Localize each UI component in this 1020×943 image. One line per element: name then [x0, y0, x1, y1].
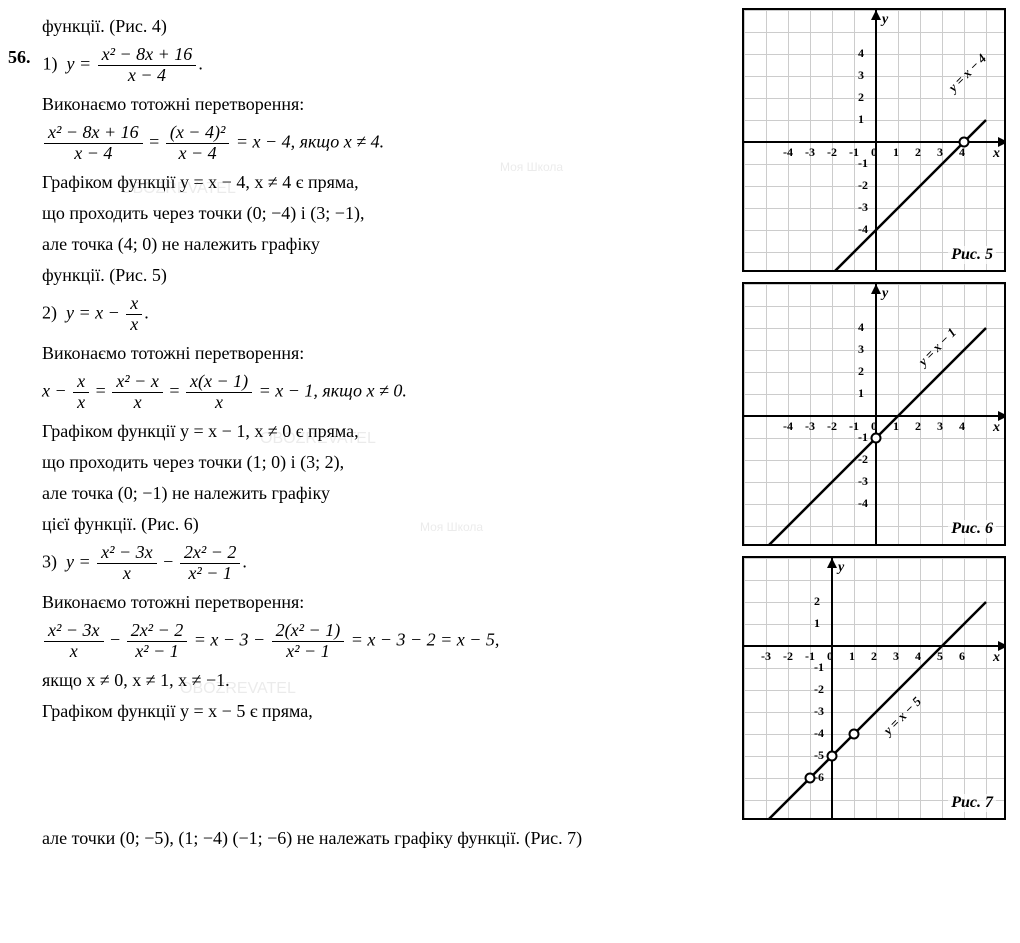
eq-lhs: y = x −: [66, 303, 120, 323]
eq-denominator: x − 4: [98, 66, 197, 86]
frac-den: x² − 1: [127, 642, 188, 662]
desc-line: Графіком функції y = x − 4, x ≠ 4 є прям…: [8, 170, 728, 195]
desc-line: Графіком функції y = x − 1, x ≠ 0 є прям…: [8, 419, 728, 444]
frac-num: 2(x² − 1): [272, 621, 345, 642]
frac-num: x² − 3x: [97, 543, 157, 564]
problem-number: 56.: [8, 45, 38, 70]
figure-5: yx-4-3-2-101234-4-3-2-11234y = x − 4Рис.…: [742, 8, 1006, 272]
frac-num: 2x² − 2: [127, 621, 188, 642]
frac-num: x² − 3x: [44, 621, 104, 642]
frac-den: x: [126, 315, 142, 335]
desc-line: але точка (4; 0) не належить графіку: [8, 232, 728, 257]
frac-den: x − 4: [44, 144, 143, 164]
frac-den: x: [44, 642, 104, 662]
text-column: функції. (Рис. 4) 56. 1) y = x² − 8x + 1…: [8, 8, 732, 820]
frac-den: x² − 1: [180, 564, 241, 584]
frac-den: x: [73, 393, 89, 413]
frac-den: x: [97, 564, 157, 584]
frac-num: x: [126, 294, 142, 315]
eq-end: .: [198, 54, 203, 74]
figure-6: yx-4-3-2-101234-4-3-2-11234y = x − 1Рис.…: [742, 282, 1006, 546]
frac-den: x: [186, 393, 252, 413]
transform-intro: Виконаємо тотожні перетворення:: [8, 590, 728, 615]
eq-lhs: y =: [67, 54, 92, 74]
desc-line-footer: але точки (0; −5), (1; −4) (−1; −6) не н…: [8, 826, 1012, 851]
cond-line: якщо x ≠ 0, x ≠ 1, x ≠ −1.: [8, 668, 728, 693]
transform-steps-2: x − xx = x² − xx = x(x − 1)x = x − 1, як…: [8, 372, 728, 413]
desc-line: що проходить через точки (0; −4) і (3; −…: [8, 201, 728, 226]
transform-intro: Виконаємо тотожні перетворення:: [8, 92, 728, 117]
frac-den: x − 4: [166, 144, 230, 164]
desc-line: функції. (Рис. 5): [8, 263, 728, 288]
eq-end: .: [242, 552, 247, 572]
problem-2-equation: 2) y = x − xx.: [8, 294, 728, 335]
step-mid: = x − 3 −: [194, 630, 265, 650]
part2-label: 2): [42, 303, 57, 323]
frac-num: (x − 4)²: [166, 123, 230, 144]
eq-end: .: [144, 303, 149, 323]
eq-numerator: x² − 8x + 16: [98, 45, 197, 66]
frac-num: x² − 8x + 16: [44, 123, 143, 144]
part1-label: 1): [43, 54, 58, 74]
minus: −: [163, 552, 173, 572]
figure-7: yx-3-2-10123456-6-5-4-3-2-112y = x − 5Ри…: [742, 556, 1006, 820]
transform-steps-1: x² − 8x + 16x − 4 = (x − 4)²x − 4 = x − …: [8, 123, 728, 164]
frac-num: x² − x: [112, 372, 163, 393]
frac-den: x² − 1: [272, 642, 345, 662]
step-result: = x − 4, якщо x ≠ 4.: [236, 131, 384, 151]
transform-intro: Виконаємо тотожні перетворення:: [8, 341, 728, 366]
graphs-column: yx-4-3-2-101234-4-3-2-11234y = x − 4Рис.…: [742, 8, 1012, 820]
desc-line: але точка (0; −1) не належить графіку: [8, 481, 728, 506]
frac-num: 2x² − 2: [180, 543, 241, 564]
desc-line: Графіком функції y = x − 5 є пряма,: [8, 699, 728, 724]
problem-3-equation: 3) y = x² − 3xx − 2x² − 2x² − 1.: [8, 543, 728, 584]
problem-1-equation: 56. 1) y = x² − 8x + 16x − 4.: [8, 45, 728, 86]
step-result: = x − 3 − 2 = x − 5,: [351, 630, 500, 650]
part3-label: 3): [42, 552, 57, 572]
frac-den: x: [112, 393, 163, 413]
step-result: = x − 1, якщо x ≠ 0.: [259, 381, 407, 401]
step-lhs: x −: [42, 381, 67, 401]
eq-lhs: y =: [66, 552, 91, 572]
frac-num: x(x − 1): [186, 372, 252, 393]
desc-line: цієї функції. (Рис. 6): [8, 512, 728, 537]
desc-line: що проходить через точки (1; 0) і (3; 2)…: [8, 450, 728, 475]
frac-num: x: [73, 372, 89, 393]
transform-steps-3: x² − 3xx − 2x² − 2x² − 1 = x − 3 − 2(x² …: [8, 621, 728, 662]
intro-ref: функції. (Рис. 4): [8, 14, 728, 39]
